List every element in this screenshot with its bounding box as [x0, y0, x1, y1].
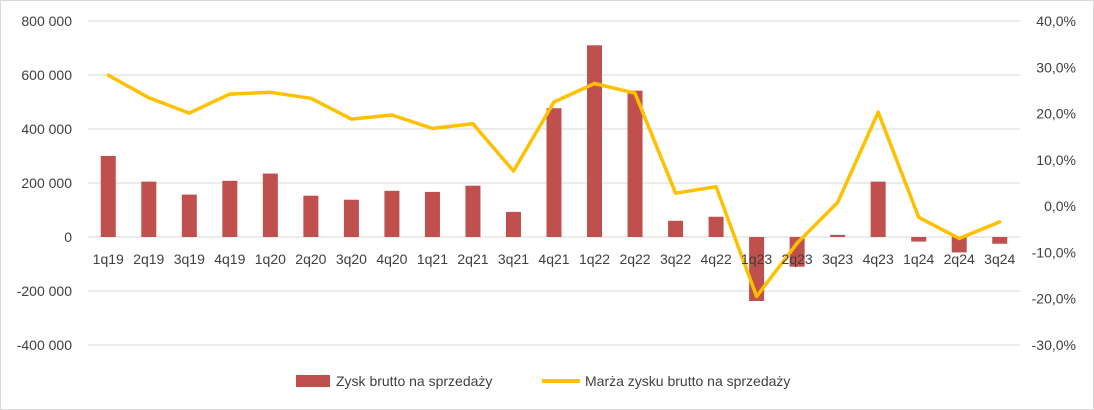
x-tick-label: 1q24 — [903, 251, 934, 267]
legend-swatch-bar — [296, 375, 330, 387]
bar — [465, 185, 481, 237]
bar — [992, 237, 1008, 244]
line-point — [673, 191, 678, 195]
y-right-tick-label: 0,0% — [1044, 198, 1076, 214]
x-tick-label: 3q22 — [660, 251, 691, 267]
y-right-tick-label: -20,0% — [1032, 291, 1076, 307]
y-left-tick-label: 200 000 — [21, 175, 72, 191]
x-tick-label: 3q24 — [984, 251, 1015, 267]
y-left-tick-label: 0 — [64, 229, 72, 245]
bar — [303, 195, 319, 237]
y-right-tick-label: -10,0% — [1032, 244, 1076, 260]
line-point — [836, 200, 840, 205]
line-point — [714, 185, 718, 189]
bar — [627, 90, 643, 237]
line-point — [511, 169, 516, 173]
bar — [951, 237, 967, 253]
x-tick-label: 2q23 — [782, 251, 813, 267]
x-tick-label: 3q19 — [174, 251, 205, 267]
x-tick-label: 1q21 — [417, 251, 448, 267]
y-right-tick-label: 20,0% — [1036, 106, 1076, 122]
line-point — [390, 113, 394, 117]
line-point — [633, 91, 637, 95]
y-right-tick-label: 40,0% — [1036, 13, 1076, 29]
y-left-tick-label: 400 000 — [21, 121, 72, 137]
line-point — [471, 122, 475, 126]
line-point — [187, 111, 191, 115]
bar — [587, 45, 603, 237]
y-left-tick-label: 800 000 — [21, 13, 72, 29]
bar-series — [100, 45, 1008, 301]
y-right-tick-label: 30,0% — [1036, 59, 1076, 75]
line-point — [876, 110, 880, 114]
line-point — [795, 241, 799, 245]
x-tick-label: 3q23 — [822, 251, 853, 267]
x-tick-label: 2q20 — [295, 251, 326, 267]
bar — [141, 181, 157, 237]
y-left-tick-label: 600 000 — [21, 67, 72, 83]
bar — [830, 234, 846, 237]
y-left-tick-label: -400 000 — [17, 337, 72, 353]
line-point — [957, 236, 961, 241]
bar — [911, 237, 927, 242]
bar — [546, 108, 562, 238]
line-point — [228, 92, 232, 96]
bar — [222, 180, 238, 237]
line-point — [917, 215, 921, 219]
x-tick-label: 1q20 — [255, 251, 286, 267]
line-point — [998, 220, 1002, 224]
bar — [424, 191, 440, 237]
x-tick-label: 2q24 — [944, 251, 975, 267]
x-tick-label: 4q22 — [701, 251, 732, 267]
line-point — [349, 117, 353, 121]
x-tick-label: 2q19 — [133, 251, 164, 267]
bar — [708, 216, 724, 237]
y-axis-right: -30,0% -20,0% -10,0% 0,0% 10,0% 20,0% 30,0% 40,… — [1032, 13, 1076, 353]
bar — [789, 237, 805, 267]
x-tick-label: 4q21 — [538, 251, 569, 267]
line-point — [106, 73, 110, 77]
line-point — [755, 294, 759, 298]
x-axis: 1q19 2q19 3q19 4q19 1q20 2q20 3q20 4q20 1q21 2q21… — [93, 251, 1016, 267]
line-series — [106, 73, 1002, 299]
line-point — [147, 96, 151, 100]
bar — [870, 181, 886, 237]
bar — [100, 156, 116, 237]
x-tick-label: 1q22 — [579, 251, 610, 267]
bar — [181, 194, 197, 237]
x-tick-label: 4q23 — [863, 251, 894, 267]
x-tick-label: 2q22 — [619, 251, 650, 267]
bar — [262, 173, 278, 237]
legend: Zysk brutto na sprzedaży Marża zysku bru… — [296, 373, 790, 389]
x-tick-label: 4q19 — [214, 251, 245, 267]
x-tick-label: 3q21 — [498, 251, 529, 267]
line-point — [268, 90, 272, 94]
y-axis-left: -400 000 -200 000 0 200 000 400 000 600 000 80… — [17, 13, 72, 353]
x-tick-label: 2q21 — [457, 251, 488, 267]
x-tick-label: 1q23 — [741, 251, 772, 267]
bar — [343, 199, 359, 237]
line-point — [309, 96, 313, 100]
x-tick-label: 3q20 — [336, 251, 367, 267]
legend-label-line: Marża zysku brutto na sprzedaży — [585, 373, 790, 389]
y-right-tick-label: 10,0% — [1036, 152, 1076, 168]
x-tick-label: 4q20 — [376, 251, 407, 267]
line-point — [430, 126, 435, 130]
line-point — [552, 100, 556, 104]
x-tick-label: 1q19 — [93, 251, 124, 267]
y-left-tick-label: -200 000 — [17, 283, 72, 299]
y-right-tick-label: -30,0% — [1032, 337, 1076, 353]
line-point — [592, 81, 597, 86]
bar — [505, 211, 521, 237]
bar — [668, 220, 684, 237]
bar — [384, 190, 400, 237]
legend-label-bar: Zysk brutto na sprzedaży — [336, 373, 492, 389]
